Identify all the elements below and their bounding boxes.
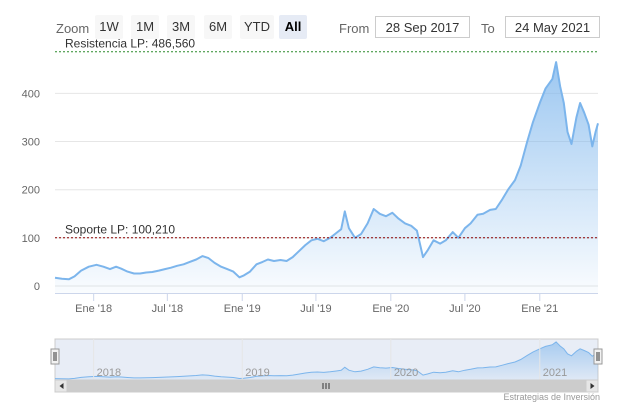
to-label: To	[481, 21, 495, 36]
from-date-input[interactable]: 28 Sep 2017	[375, 16, 470, 38]
to-date-input[interactable]: 24 May 2021	[505, 16, 600, 38]
x-tick-label: Jul '20	[449, 303, 480, 315]
range-selector: Zoom 1W 1M 3M 6M YTD All From 28 Sep 201…	[0, 0, 618, 40]
navigator-handle-right[interactable]	[593, 348, 603, 365]
zoom-button-3m[interactable]: 3M	[167, 15, 195, 39]
x-tick-label: Jul '18	[152, 303, 183, 315]
zoom-button-6m[interactable]: 6M	[204, 15, 232, 39]
price-line	[54, 61, 599, 281]
zoom-button-ytd[interactable]: YTD	[240, 15, 274, 39]
plot-lines: Resistencia LP: 486,560 Soporte LP: 100,2…	[55, 37, 598, 239]
x-tick-label: Ene '21	[521, 303, 558, 315]
zoom-button-1m[interactable]: 1M	[131, 15, 159, 39]
arrow-left-icon	[59, 383, 64, 389]
y-axis: 0 100 200 300 400	[22, 88, 40, 293]
navigator-year-label: 2021	[543, 367, 567, 379]
y-tick-400: 400	[22, 88, 40, 100]
navigator[interactable]: 2018 2019 2020 2021	[50, 338, 603, 381]
y-tick-300: 300	[22, 137, 40, 149]
scrollbar-right-button[interactable]	[585, 379, 599, 393]
arrow-right-icon	[590, 383, 595, 389]
resistance-line-label: Resistencia LP: 486,560	[65, 37, 195, 51]
navigator-year-label: 2018	[97, 367, 121, 379]
zoom-button-1w[interactable]: 1W	[95, 15, 123, 39]
x-tick-label: Jul '19	[300, 303, 331, 315]
y-tick-200: 200	[22, 185, 40, 197]
x-tick-label: Ene '19	[224, 303, 261, 315]
y-tick-0: 0	[34, 281, 40, 293]
scrollbar-left-button[interactable]	[54, 379, 68, 393]
navigator-year-label: 2019	[245, 367, 269, 379]
from-label: From	[339, 21, 370, 36]
x-tick-label: Ene '20	[372, 303, 409, 315]
y-tick-100: 100	[22, 233, 40, 245]
navigator-line	[54, 341, 599, 380]
x-axis: Ene '18 Jul '18 Ene '19 Jul '19 Ene '20 Jul '…	[55, 293, 598, 315]
price-area	[54, 61, 599, 293]
support-line-label: Soporte LP: 100,210	[65, 223, 175, 237]
navigator-handle-left[interactable]	[50, 348, 60, 365]
zoom-button-all[interactable]: All	[279, 15, 307, 39]
handle-body	[593, 348, 603, 365]
x-tick-label: Ene '18	[75, 303, 112, 315]
navigator-year-label: 2020	[394, 367, 418, 379]
credits[interactable]: Estrategias de Inversión	[503, 392, 600, 402]
handle-body	[50, 348, 60, 365]
scrollbar[interactable]	[54, 379, 599, 393]
price-area-fill	[55, 62, 598, 293]
zoom-label: Zoom	[56, 21, 90, 36]
